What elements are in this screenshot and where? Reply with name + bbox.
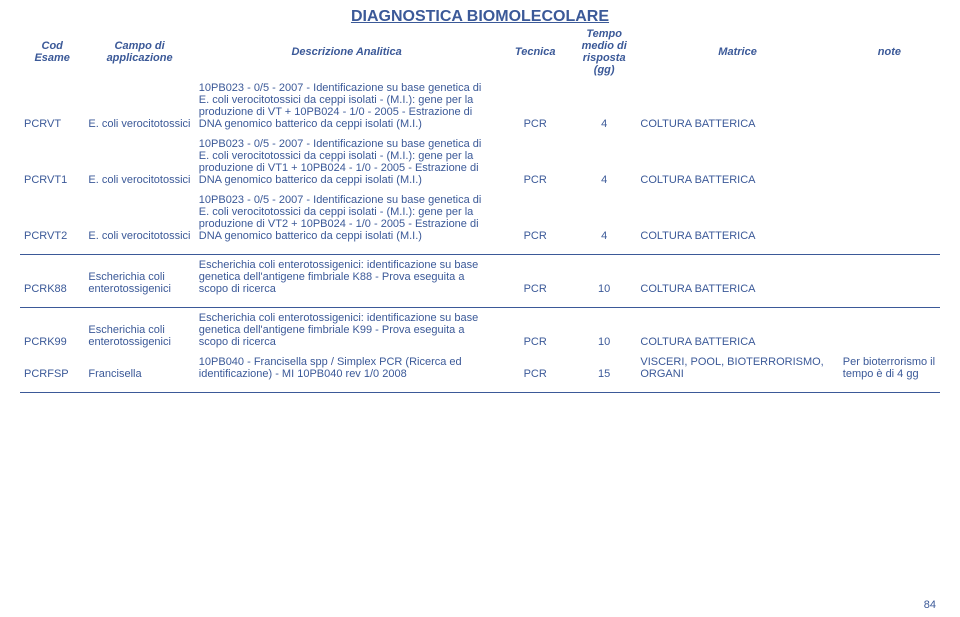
cell-tempo: 4 — [572, 190, 636, 246]
table-row: PCRK99 Escherichia coli enterotossigenic… — [20, 308, 940, 353]
cell-tempo: 15 — [572, 352, 636, 384]
section-separator — [20, 246, 940, 255]
cell-matrice: COLTURA BATTERICA — [636, 190, 838, 246]
document-page: DIAGNOSTICA BIOMOLECOLARE Cod Esame Camp… — [0, 0, 960, 617]
section-separator — [20, 384, 940, 393]
section-separator — [20, 299, 940, 308]
col-header-tempo: Tempo medio di risposta (gg) — [572, 26, 636, 78]
cell-cod: PCRVT2 — [20, 190, 84, 246]
col-header-campo: Campo di applicazione — [84, 26, 194, 78]
cell-cod: PCRK88 — [20, 255, 84, 300]
cell-matrice: COLTURA BATTERICA — [636, 78, 838, 134]
col-header-matrice: Matrice — [636, 26, 838, 78]
cell-desc: 10PB023 - 0/5 - 2007 - Identificazione s… — [195, 134, 499, 190]
cell-tempo: 10 — [572, 308, 636, 353]
cell-matrice: VISCERI, POOL, BIOTERRORISMO, ORGANI — [636, 352, 838, 384]
cell-desc: 10PB040 - Francisella spp / Simplex PCR … — [195, 352, 499, 384]
cell-campo: E. coli verocitotossici — [84, 78, 194, 134]
cell-tempo: 4 — [572, 78, 636, 134]
cell-tecnica: PCR — [498, 190, 572, 246]
table-row: PCRFSP Francisella 10PB040 - Francisella… — [20, 352, 940, 384]
table-row: PCRVT1 E. coli verocitotossici 10PB023 -… — [20, 134, 940, 190]
col-header-desc: Descrizione Analitica — [195, 26, 499, 78]
cell-campo: Escherichia coli enterotossigenici — [84, 308, 194, 353]
cell-note — [839, 78, 940, 134]
cell-cod: PCRVT — [20, 78, 84, 134]
cell-note — [839, 134, 940, 190]
table-row: PCRVT E. coli verocitotossici 10PB023 - … — [20, 78, 940, 134]
data-table: Cod Esame Campo di applicazione Descrizi… — [20, 26, 940, 393]
cell-desc: 10PB023 - 0/5 - 2007 - Identificazione s… — [195, 190, 499, 246]
cell-tecnica: PCR — [498, 134, 572, 190]
cell-tecnica: PCR — [498, 352, 572, 384]
page-title: DIAGNOSTICA BIOMOLECOLARE — [20, 8, 940, 26]
table-header-row: Cod Esame Campo di applicazione Descrizi… — [20, 26, 940, 78]
page-number: 84 — [924, 599, 936, 611]
cell-campo: Escherichia coli enterotossigenici — [84, 255, 194, 300]
cell-desc: 10PB023 - 0/5 - 2007 - Identificazione s… — [195, 78, 499, 134]
col-header-tecnica: Tecnica — [498, 26, 572, 78]
cell-matrice: COLTURA BATTERICA — [636, 255, 838, 300]
cell-note — [839, 255, 940, 300]
cell-cod: PCRVT1 — [20, 134, 84, 190]
cell-desc: Escherichia coli enterotossigenici: iden… — [195, 255, 499, 300]
cell-tecnica: PCR — [498, 78, 572, 134]
cell-cod: PCRK99 — [20, 308, 84, 353]
col-header-cod: Cod Esame — [20, 26, 84, 78]
cell-note — [839, 308, 940, 353]
cell-campo: Francisella — [84, 352, 194, 384]
cell-cod: PCRFSP — [20, 352, 84, 384]
cell-desc: Escherichia coli enterotossigenici: iden… — [195, 308, 499, 353]
cell-campo: E. coli verocitotossici — [84, 190, 194, 246]
cell-note — [839, 190, 940, 246]
table-row: PCRK88 Escherichia coli enterotossigenic… — [20, 255, 940, 300]
table-row: PCRVT2 E. coli verocitotossici 10PB023 -… — [20, 190, 940, 246]
cell-matrice: COLTURA BATTERICA — [636, 134, 838, 190]
cell-tempo: 4 — [572, 134, 636, 190]
cell-tempo: 10 — [572, 255, 636, 300]
cell-matrice: COLTURA BATTERICA — [636, 308, 838, 353]
col-header-note: note — [839, 26, 940, 78]
cell-tecnica: PCR — [498, 308, 572, 353]
cell-campo: E. coli verocitotossici — [84, 134, 194, 190]
cell-tecnica: PCR — [498, 255, 572, 300]
cell-note: Per bioterrorismo il tempo è di 4 gg — [839, 352, 940, 384]
